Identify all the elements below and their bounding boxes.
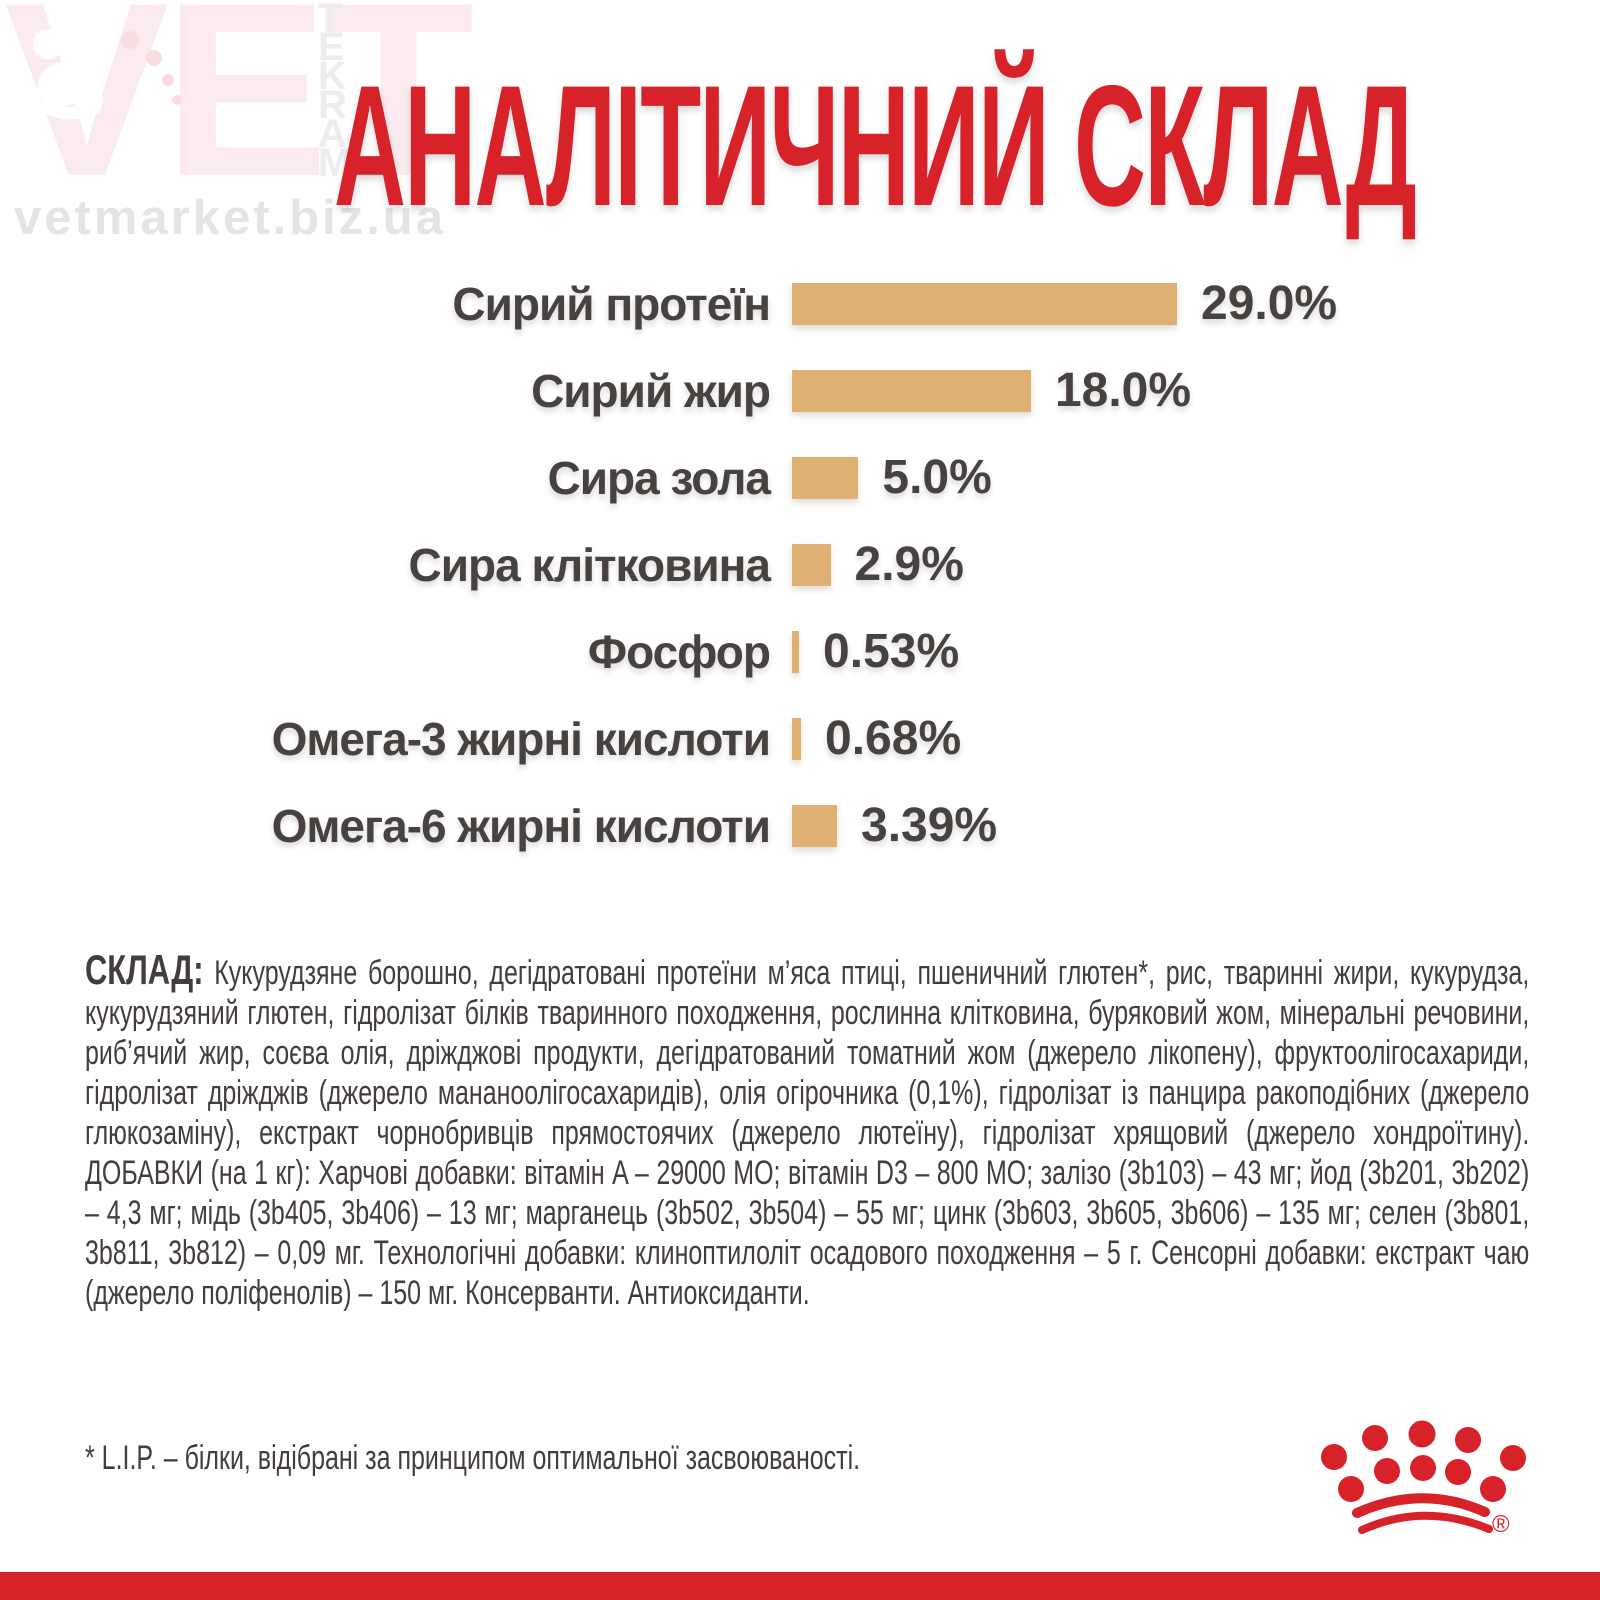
- nutrient-value: 3.39%: [861, 799, 998, 852]
- nutrient-bar: [792, 282, 1177, 325]
- registered-trademark: ®: [1492, 1511, 1510, 1538]
- vetmarket-url-watermark: vetmarket.biz.ua: [14, 191, 446, 245]
- vertical-watermark-letter: R: [318, 83, 347, 127]
- nutrient-label: Омега-3 жирні кислоти: [271, 712, 771, 765]
- chart-row: Сира клітковина 2.9%: [0, 521, 1600, 608]
- chart-row: Фосфор 0.53%: [0, 608, 1600, 695]
- composition-label: СКЛАД:: [85, 946, 204, 993]
- composition-text: Кукурудзяне борошно, дегідратовані проте…: [85, 954, 1530, 1312]
- nutrient-bar: [792, 456, 859, 499]
- nutrient-label: Сира зола: [547, 451, 771, 504]
- composition-paragraph: СКЛАД: Кукурудзяне борошно, дегідратован…: [85, 949, 1530, 1313]
- page-title: АНАЛІТИЧНИЙ СКЛАД: [333, 50, 1417, 242]
- nutrient-value: 29.0%: [1201, 277, 1338, 330]
- analytical-composition-chart: Сирий протеїн 29.0% Сирий жир 18.0% Сира зол…: [0, 260, 1600, 869]
- nutrient-value: 2.9%: [854, 538, 964, 591]
- vertical-watermark-letter: M: [318, 141, 352, 185]
- composition-section: СКЛАД: Кукурудзяне борошно, дегідратован…: [85, 949, 1530, 1313]
- vertical-watermark-letter: K: [318, 54, 347, 98]
- lip-footnote: * L.I.P. – білки, відібрані за принципом…: [85, 1439, 861, 1477]
- nutrient-bar: [792, 369, 1031, 412]
- vertical-watermark-letter: A: [318, 112, 347, 156]
- nutrient-value: 0.53%: [823, 625, 960, 678]
- vertical-watermark-letter: T: [318, 0, 343, 40]
- nutrient-bar: [792, 543, 831, 586]
- footnote-section: * L.I.P. – білки, відібрані за принципом…: [85, 1438, 1530, 1478]
- nutrient-label: Омега-6 жирні кислоти: [271, 799, 771, 852]
- nutrient-label: Сирий жир: [531, 364, 771, 417]
- nutrient-value: 0.68%: [825, 712, 962, 765]
- nutrient-label: Сира клітковина: [408, 538, 771, 591]
- nutrient-value: 18.0%: [1054, 364, 1192, 417]
- paw-print-icon: [33, 17, 182, 120]
- chart-row: Сира зола 5.0%: [0, 434, 1600, 521]
- chart-row: Сирий протеїн 29.0%: [0, 260, 1600, 347]
- nutrient-bar: [792, 717, 802, 760]
- bottom-red-bar: [0, 1572, 1600, 1600]
- nutrient-bar: [792, 804, 837, 847]
- chart-row: Омега-3 жирні кислоти 0.68%: [0, 695, 1600, 782]
- vertical-watermark-letter: E: [318, 25, 345, 69]
- chart-row: Омега-6 жирні кислоти 3.39%: [0, 782, 1600, 869]
- nutrient-value: 5.0%: [882, 451, 992, 504]
- nutrient-bar: [792, 630, 800, 673]
- nutrient-label: Сирий протеїн: [452, 277, 771, 330]
- chart-row: Сирий жир 18.0%: [0, 347, 1600, 434]
- royal-canin-crown-logo: ®: [1321, 1420, 1526, 1538]
- nutrient-label: Фосфор: [587, 625, 771, 678]
